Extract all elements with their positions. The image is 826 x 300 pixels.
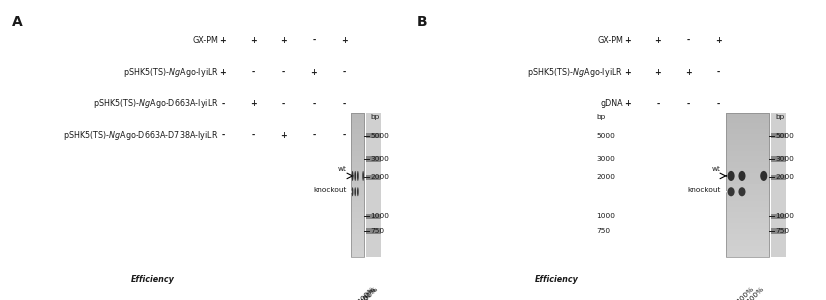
Text: +: +	[311, 68, 317, 77]
Text: -: -	[282, 99, 285, 108]
Text: Efficiency: Efficiency	[535, 275, 579, 284]
Text: +: +	[715, 36, 722, 45]
Ellipse shape	[760, 171, 767, 181]
Text: -: -	[343, 131, 346, 140]
Text: +: +	[249, 99, 257, 108]
Ellipse shape	[728, 187, 734, 196]
Text: 2000: 2000	[371, 174, 390, 180]
Text: GX-PM: GX-PM	[192, 36, 219, 45]
Text: +: +	[341, 36, 348, 45]
Text: pSHK5(TS)-$\it{Ng}$Ago-IyiLR: pSHK5(TS)-$\it{Ng}$Ago-IyiLR	[528, 66, 624, 79]
Text: 3000: 3000	[596, 156, 615, 162]
Text: +: +	[624, 68, 631, 77]
Text: B: B	[417, 15, 428, 28]
Text: 750: 750	[371, 228, 385, 234]
Bar	[367, 156, 382, 161]
Text: -: -	[717, 99, 720, 108]
Text: +: +	[654, 36, 662, 45]
Bar	[367, 214, 382, 219]
Text: -: -	[312, 99, 316, 108]
Bar	[367, 175, 382, 180]
Ellipse shape	[352, 171, 354, 181]
Text: 100%: 100%	[357, 285, 376, 300]
Text: +: +	[685, 68, 691, 77]
Text: 1000: 1000	[776, 213, 795, 219]
Text: GX-PM: GX-PM	[597, 36, 624, 45]
Text: +: +	[220, 36, 226, 45]
Text: 3000: 3000	[776, 156, 794, 162]
Text: 100%: 100%	[359, 285, 378, 300]
Text: +: +	[624, 36, 631, 45]
Ellipse shape	[363, 171, 364, 181]
Text: +: +	[280, 36, 287, 45]
Ellipse shape	[738, 187, 746, 196]
Text: 3000: 3000	[371, 156, 389, 162]
Ellipse shape	[352, 187, 354, 196]
Text: bp: bp	[371, 114, 380, 120]
Text: -: -	[312, 131, 316, 140]
Text: pSHK5(TS)-$\it{Ng}$Ago-IyiLR: pSHK5(TS)-$\it{Ng}$Ago-IyiLR	[123, 66, 219, 79]
Text: 5000: 5000	[596, 133, 615, 139]
Text: knockout: knockout	[313, 187, 346, 193]
Ellipse shape	[354, 171, 356, 181]
Text: 1000: 1000	[596, 213, 615, 219]
Text: -: -	[282, 68, 285, 77]
Ellipse shape	[357, 171, 358, 181]
Bar	[367, 133, 382, 139]
Ellipse shape	[354, 187, 356, 196]
Bar	[367, 228, 382, 233]
Bar	[771, 228, 786, 233]
Text: -: -	[251, 131, 254, 140]
Text: -: -	[656, 99, 659, 108]
Text: -: -	[221, 99, 225, 108]
Bar	[726, 112, 769, 256]
Text: +: +	[654, 68, 662, 77]
Text: 1000: 1000	[371, 213, 390, 219]
Text: 90%: 90%	[362, 285, 377, 300]
Bar	[771, 112, 786, 256]
Bar	[351, 112, 364, 256]
Bar	[771, 214, 786, 219]
Bar	[771, 133, 786, 139]
Text: Efficiency: Efficiency	[131, 275, 174, 284]
Text: +: +	[220, 68, 226, 77]
Text: -: -	[343, 99, 346, 108]
Text: 100%: 100%	[735, 285, 754, 300]
Text: 5000: 5000	[371, 133, 389, 139]
Ellipse shape	[728, 171, 734, 181]
Text: pSHK5(TS)-$\it{Ng}$Ago-D663A-IyiLR: pSHK5(TS)-$\it{Ng}$Ago-D663A-IyiLR	[93, 98, 219, 110]
Text: -: -	[312, 36, 316, 45]
Text: -: -	[686, 99, 690, 108]
Text: +: +	[624, 99, 631, 108]
Text: -: -	[343, 68, 346, 77]
Bar	[367, 112, 382, 256]
Text: wt: wt	[338, 166, 346, 172]
Text: pSHK5(TS)-$\it{Ng}$Ago-D663A-D738A-IyiLR: pSHK5(TS)-$\it{Ng}$Ago-D663A-D738A-IyiLR	[63, 129, 219, 142]
Bar	[771, 156, 786, 161]
Text: 5000: 5000	[776, 133, 794, 139]
Text: -: -	[717, 68, 720, 77]
Text: bp: bp	[596, 114, 605, 120]
Ellipse shape	[738, 171, 746, 181]
Text: +: +	[249, 36, 257, 45]
Text: knockout: knockout	[687, 187, 721, 193]
Text: 2000: 2000	[776, 174, 795, 180]
Text: wt: wt	[712, 166, 721, 172]
Text: -: -	[686, 36, 690, 45]
Text: -: -	[251, 68, 254, 77]
Text: gDNA: gDNA	[601, 99, 624, 108]
Text: bp: bp	[776, 114, 785, 120]
Text: 100%: 100%	[746, 285, 766, 300]
Text: -: -	[221, 131, 225, 140]
Text: 750: 750	[776, 228, 790, 234]
Bar	[771, 175, 786, 180]
Ellipse shape	[357, 187, 358, 196]
Text: 750: 750	[596, 228, 610, 234]
Text: +: +	[280, 131, 287, 140]
Text: A: A	[12, 15, 23, 28]
Text: 2000: 2000	[596, 174, 615, 180]
